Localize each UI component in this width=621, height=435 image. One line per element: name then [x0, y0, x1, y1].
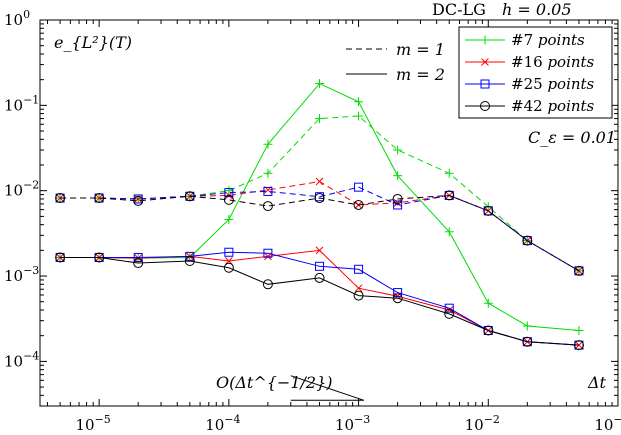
data-point — [573, 265, 584, 276]
data-point — [184, 256, 195, 267]
x-tick-label: 10−3 — [335, 413, 370, 434]
x-axis-label: Δt — [587, 373, 607, 392]
legend-item-25-points: #25 points — [465, 75, 595, 93]
chart-title: DC-LG — [432, 0, 486, 19]
axis-ticks — [40, 19, 619, 407]
data-point — [224, 188, 234, 198]
data-point — [444, 190, 455, 201]
series-line — [60, 251, 579, 346]
data-point — [225, 257, 233, 265]
x-tick-label: 10−5 — [75, 413, 110, 434]
data-point — [223, 194, 234, 205]
data-point — [392, 293, 403, 304]
data-point — [315, 177, 324, 186]
data-point — [354, 284, 363, 293]
data-point — [444, 308, 455, 319]
y-tick-label: 10−2 — [4, 179, 39, 200]
series-line — [60, 256, 579, 346]
data-point — [224, 247, 234, 257]
data-point — [263, 248, 273, 258]
x-tick-label: 10−4 — [205, 413, 240, 434]
data-point — [522, 235, 533, 246]
x-tick-label: 10−1 — [594, 413, 621, 434]
series-line — [60, 194, 580, 272]
data-point — [483, 205, 494, 216]
legend-item-16-points: #16 points — [465, 53, 595, 71]
data-point — [354, 264, 364, 274]
series-line — [60, 249, 579, 346]
legend-label: #42 points — [511, 97, 595, 115]
slope-triangle — [290, 375, 365, 401]
plot-frame — [39, 19, 619, 407]
x-tick-label: 10−2 — [465, 413, 500, 434]
data-point — [314, 272, 325, 283]
data-point — [262, 201, 273, 212]
y-tick-label: 10−3 — [4, 264, 39, 285]
data-point — [522, 336, 533, 347]
data-point — [480, 101, 490, 111]
data-point — [314, 193, 325, 204]
y-tick-label: 100 — [4, 8, 30, 29]
data-point — [133, 195, 144, 206]
data-point — [263, 186, 273, 196]
y-axis-label: e_{L²}(T) — [54, 33, 132, 52]
data-point — [133, 252, 143, 262]
data-point — [94, 252, 105, 263]
data-point — [315, 246, 324, 255]
data-point — [353, 290, 364, 301]
data-point — [483, 325, 494, 336]
y-tick-label: 10−4 — [4, 349, 39, 370]
data-point — [55, 193, 66, 204]
data-point — [481, 58, 489, 66]
data-point — [95, 194, 103, 202]
legend-m2-label: m = 2 — [396, 65, 445, 84]
data-point — [393, 288, 403, 298]
legend-label: #16 points — [511, 53, 595, 71]
data-point — [185, 251, 195, 261]
data-point — [223, 262, 234, 273]
series-42-points-m2 — [55, 252, 584, 351]
y-tick-label: 10−1 — [4, 93, 39, 114]
data-point — [353, 199, 364, 210]
legend-label: #7 points — [511, 31, 585, 49]
data-point — [262, 279, 273, 290]
legend-item-42-points: #42 points — [465, 97, 595, 115]
axis-tick-labels: 10−5 10−4 10−3 10−2 10−1 10−4 10−3 10−2 10−1 100 — [4, 8, 621, 434]
data-point — [315, 261, 325, 271]
data-point — [94, 193, 105, 204]
data-series — [55, 79, 584, 351]
series-42-points-m1 — [55, 190, 584, 276]
slope-label: O(Δt^{−1/2}) — [216, 373, 333, 392]
data-point — [480, 79, 490, 89]
c-epsilon-annotation: C_ε = 0.01 — [528, 128, 616, 147]
series-legend: #7 points #16 points #25 points #42 points — [465, 31, 595, 115]
data-point — [55, 252, 66, 263]
data-point — [573, 340, 584, 351]
chart-title-param: h = 0.05 — [502, 0, 572, 19]
data-point — [392, 193, 403, 204]
legend-m1-label: m = 1 — [396, 40, 445, 59]
data-point — [354, 182, 364, 192]
legend-item-7-points: #7 points — [465, 31, 585, 49]
series-25-points-m2 — [55, 247, 584, 350]
legend-label: #25 points — [511, 75, 595, 93]
slope-triangle-lines — [290, 375, 365, 401]
data-point — [184, 191, 195, 202]
data-point — [393, 200, 403, 210]
data-point — [133, 258, 144, 269]
data-point — [444, 303, 454, 313]
